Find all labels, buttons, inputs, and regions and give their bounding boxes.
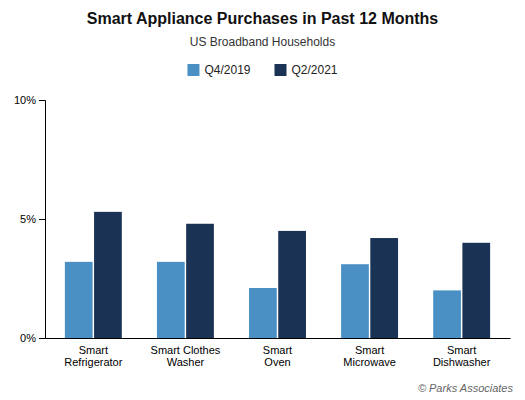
legend-item: Q2/2021 [275, 63, 338, 77]
legend-label: Q2/2021 [292, 63, 338, 77]
y-tick-mark [39, 338, 45, 339]
legend-item: Q4/2019 [187, 63, 250, 77]
bar-series [94, 212, 490, 338]
legend-swatch [275, 64, 287, 76]
x-tick-label: SmartMicrowave [343, 344, 396, 369]
x-tick-label-line: Washer [167, 356, 205, 368]
bar [462, 243, 490, 338]
legend: Q4/2019 Q2/2021 [187, 63, 337, 77]
x-tick: SmartRefrigerator [64, 344, 122, 369]
x-tick-label: SmartOven [263, 344, 292, 369]
bar [249, 288, 277, 338]
x-tick: SmartMicrowave [343, 344, 396, 369]
y-tick-mark [39, 219, 45, 220]
y-tick-label: 10% [14, 94, 36, 106]
x-tick-label-line: Smart [263, 344, 292, 356]
chart-svg: Smart Appliance Purchases in Past 12 Mon… [0, 0, 525, 400]
legend-swatch [187, 64, 199, 76]
bar [157, 262, 185, 338]
x-tick-label-line: Smart [355, 344, 384, 356]
x-tick-label-line: Microwave [343, 356, 396, 368]
x-tick-label-line: Oven [264, 356, 290, 368]
bar [94, 212, 122, 338]
y-tick-label: 0% [20, 332, 36, 344]
x-axis-line [46, 338, 511, 339]
x-tick-label: SmartDishwasher [433, 344, 491, 369]
x-tick-label-line: Smart Clothes [151, 344, 221, 356]
bar-series [65, 262, 461, 338]
title: Smart Appliance Purchases in Past 12 Mon… [87, 10, 439, 27]
bar [278, 231, 306, 338]
y-tick-label: 5% [20, 213, 36, 225]
x-tick-label-line: Dishwasher [433, 356, 491, 368]
bar [370, 238, 398, 338]
y-tick: 5% [20, 213, 45, 225]
annotation: © Parks Associates [418, 382, 514, 394]
x-tick: SmartDishwasher [433, 344, 491, 369]
x-tick-label-line: Smart [79, 344, 108, 356]
bar [341, 264, 369, 338]
y-axis: 0% 5% 10% [14, 94, 46, 344]
x-tick-label-line: Smart [447, 344, 476, 356]
x-tick-label-line: Refrigerator [64, 356, 122, 368]
y-tick: 10% [14, 94, 45, 106]
y-axis-line [39, 101, 46, 339]
x-axis: SmartRefrigeratorSmart ClothesWasherSmar… [46, 339, 511, 369]
x-tick-label: SmartRefrigerator [64, 344, 122, 369]
chart-container: Smart Appliance Purchases in Past 12 Mon… [0, 0, 525, 400]
bar [186, 224, 214, 338]
y-tick: 0% [20, 332, 45, 344]
subtitle: US Broadband Households [190, 35, 335, 49]
legend-label: Q4/2019 [204, 63, 250, 77]
x-tick: Smart ClothesWasher [151, 344, 221, 369]
x-tick: SmartOven [263, 344, 292, 369]
x-tick-label: Smart ClothesWasher [151, 344, 221, 369]
bar [65, 262, 93, 338]
bars [65, 212, 490, 338]
y-tick-mark [39, 100, 45, 101]
bar [433, 290, 461, 338]
